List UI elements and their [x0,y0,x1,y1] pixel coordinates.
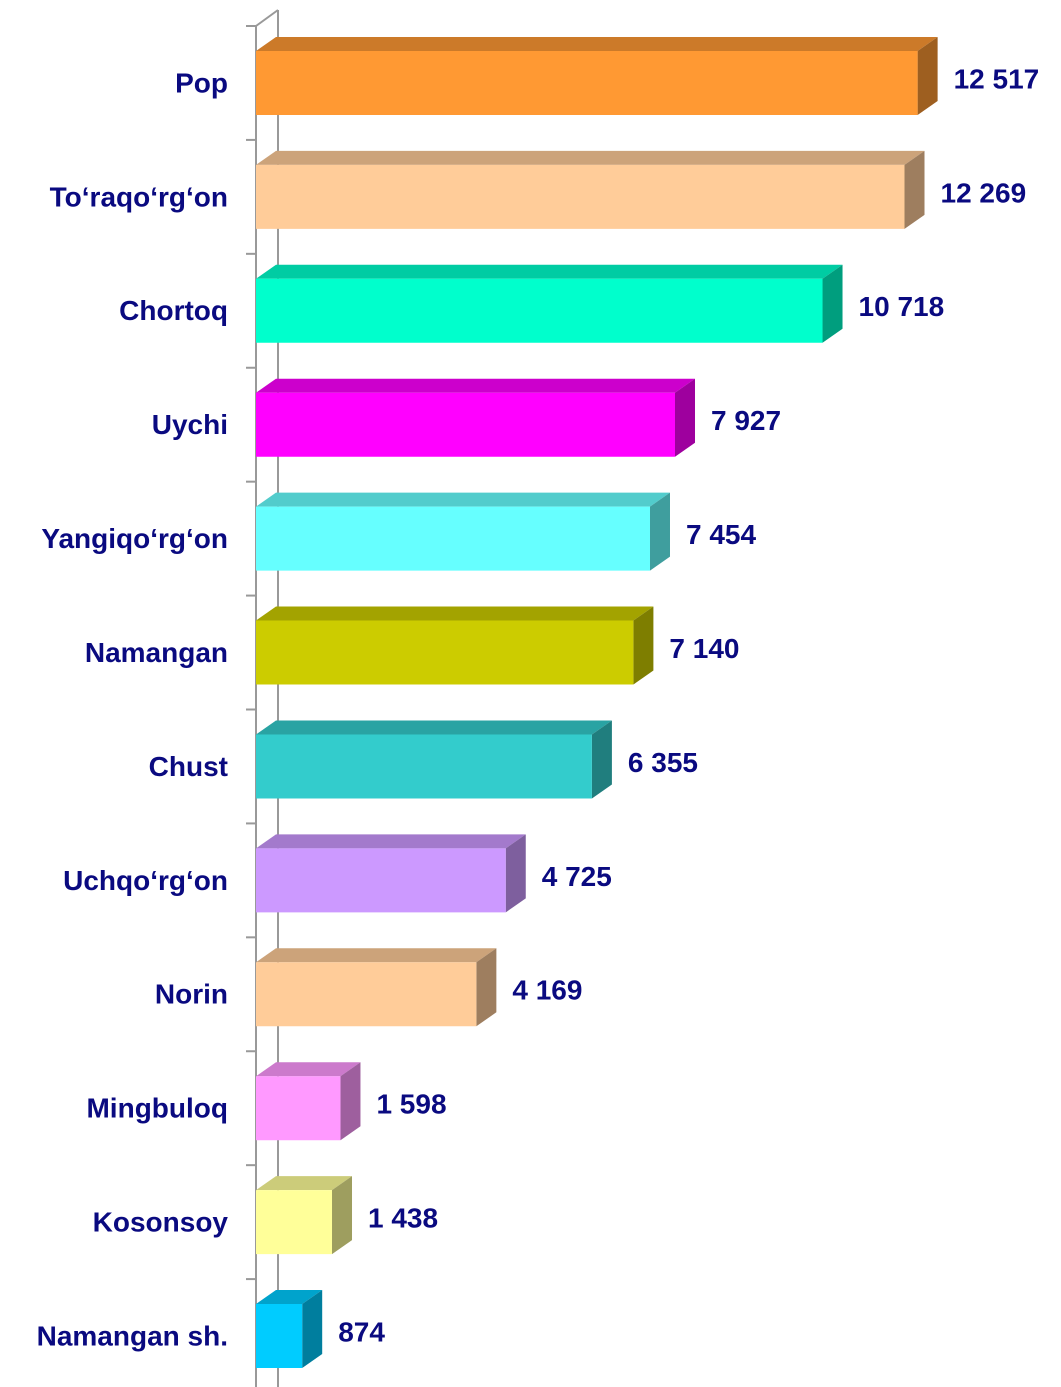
bar-side [332,1176,353,1255]
value-label: 12 269 [941,177,1027,208]
bar [256,720,612,799]
bar [256,1062,361,1141]
bar-top [256,948,497,963]
bar-side [633,606,654,685]
y-tick-label: Uychi [152,409,228,440]
bar-front [256,1190,333,1255]
value-label: 7 140 [669,633,739,664]
bar [256,1176,353,1255]
value-label: 10 718 [859,291,945,322]
bar-top [256,720,612,735]
bar-front [256,50,918,115]
bar [256,36,938,115]
value-label: 7 454 [686,519,756,550]
y-tick-label: Norin [155,979,228,1010]
y-tick-label: Yangiqo‘rg‘on [41,523,228,554]
bar-side [917,36,938,115]
bar-side [302,1290,323,1369]
bar-side [904,150,925,229]
bar-side [649,492,670,571]
bar-side [505,834,526,913]
bar-top [256,606,654,621]
bar-side [476,948,497,1027]
bar-front [256,962,477,1027]
bar-front [256,620,634,685]
bar [256,150,925,229]
bar-front [256,164,905,229]
bar-top [256,150,925,165]
bar-front [256,278,823,343]
y-tick-label: Namangan sh. [37,1320,228,1351]
bar-top [256,492,670,507]
bar-top [256,1290,323,1305]
bar-top [256,264,843,279]
bar [256,948,497,1027]
bar-top [256,378,695,393]
y-tick-label: Pop [175,67,228,98]
y-tick-label: To‘raqo‘rg‘on [50,181,228,212]
y-tick-label: Chust [149,751,228,782]
bar-side [822,264,843,343]
value-label: 1 598 [376,1089,446,1120]
bar-side [674,378,695,457]
bar-front [256,392,675,457]
bar-top [256,1176,353,1191]
bar-top [256,1062,361,1077]
value-label: 4 169 [512,975,582,1006]
value-label: 7 927 [711,405,781,436]
bar-front [256,734,592,799]
y-tick-label: Uchqo‘rg‘on [63,865,228,896]
bar [256,834,526,913]
y-tick-label: Chortoq [119,295,228,326]
y-tick-label: Mingbuloq [86,1093,228,1124]
bar-side [591,720,612,799]
bar [256,492,670,571]
bar-front [256,1076,341,1141]
bar [256,1290,323,1369]
bar [256,264,843,343]
bar [256,606,654,685]
value-label: 6 355 [628,747,698,778]
axis-wall-edge [255,9,279,27]
bar [256,378,695,457]
bar-side [340,1062,361,1141]
value-label: 12 517 [954,63,1040,94]
y-tick-label: Namangan [85,637,228,668]
bar-front [256,1304,303,1369]
bar-top [256,36,938,51]
y-tick-label: Kosonsoy [93,1207,229,1238]
value-label: 1 438 [368,1203,438,1234]
value-label: 874 [338,1316,385,1347]
value-label: 4 725 [542,861,612,892]
bar-front [256,506,650,571]
bar-top [256,834,526,849]
bar-front [256,848,506,913]
